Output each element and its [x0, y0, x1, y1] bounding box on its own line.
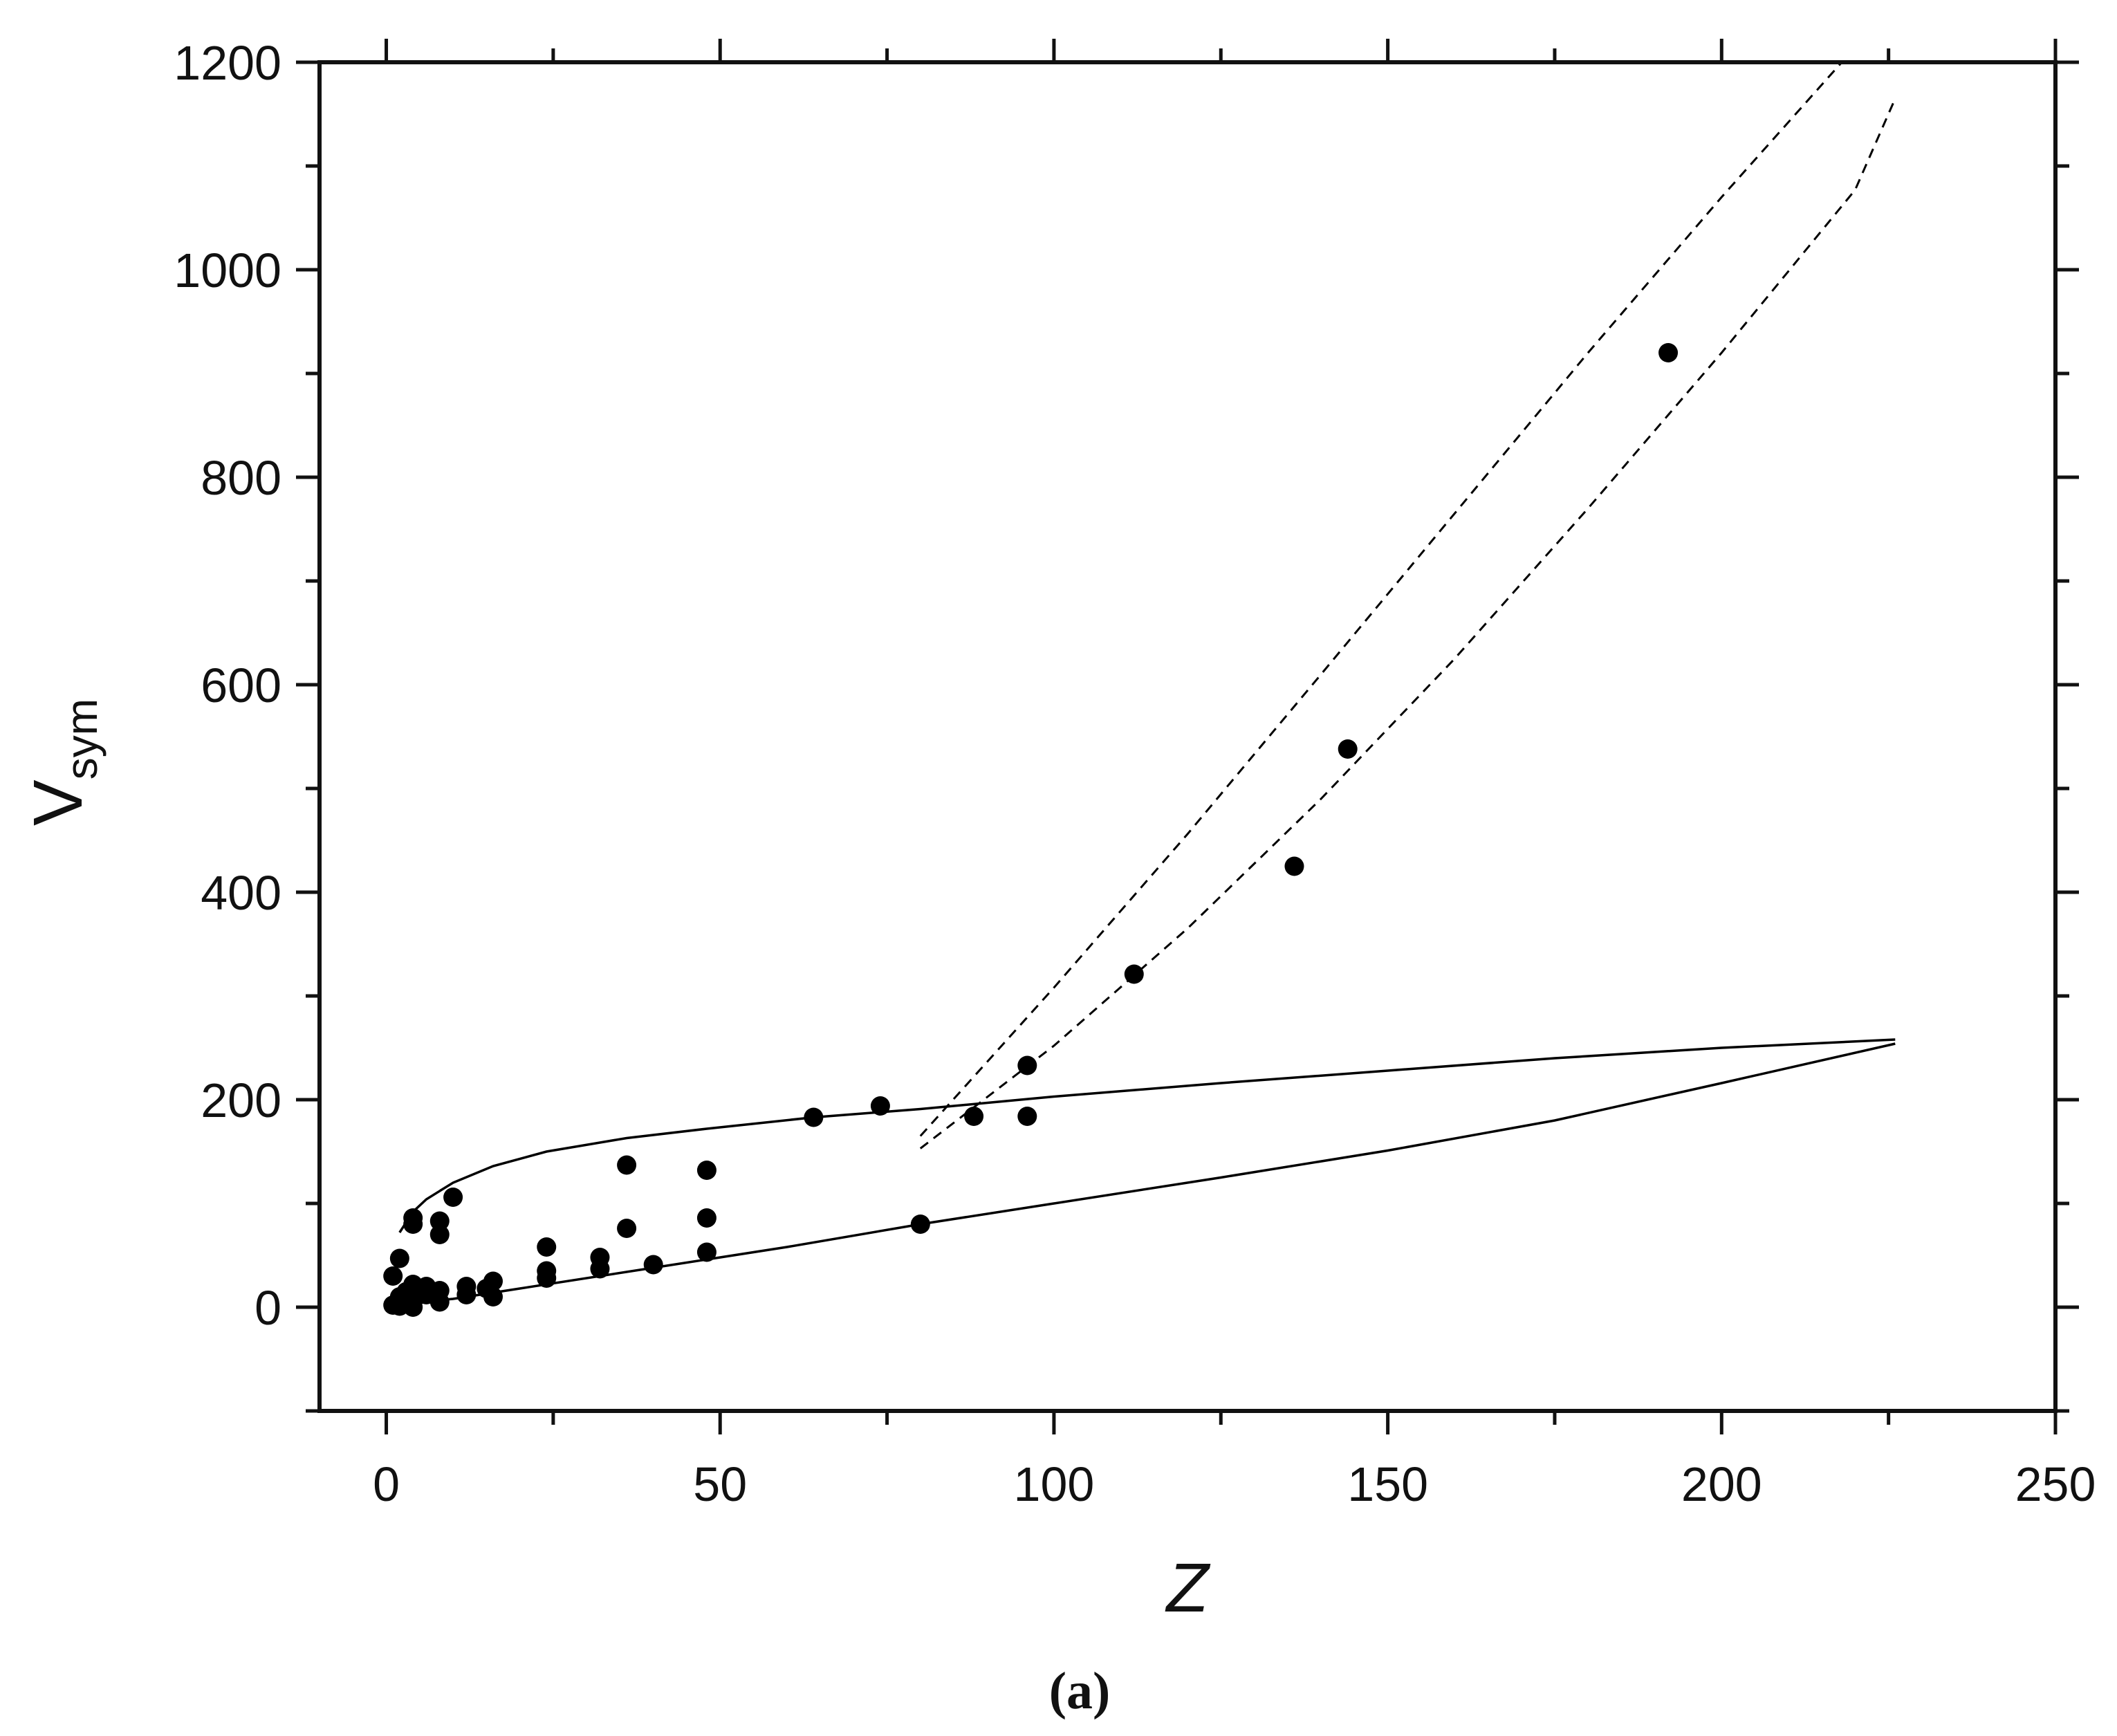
y-tick-label: 200 [201, 1073, 281, 1127]
y-tick-label: 400 [201, 866, 281, 920]
data-point [429, 1225, 450, 1244]
data-point [1658, 343, 1679, 362]
data-point [696, 1242, 717, 1262]
y-axis-title-main: V [19, 779, 97, 826]
x-tick-label: 150 [1347, 1457, 1428, 1511]
data-point [643, 1255, 663, 1275]
data-points [383, 343, 1679, 1317]
data-point [537, 1237, 557, 1257]
data-point [1338, 739, 1358, 759]
data-point [443, 1188, 463, 1207]
x-tick-label: 100 [1014, 1457, 1095, 1511]
y-axis-title: Vsym [19, 699, 107, 826]
data-point [483, 1287, 503, 1306]
data-point [964, 1107, 984, 1126]
plot-frame [317, 60, 2058, 1413]
data-point [1017, 1055, 1037, 1075]
y-tick-labels: 0 200 400 600 800 1000 1200 [174, 36, 281, 1335]
fitted-curves [393, 62, 1896, 1306]
data-point [617, 1155, 637, 1175]
data-point [389, 1248, 409, 1268]
x-tick-labels: 0 50 100 150 200 250 [373, 1457, 2096, 1511]
y-tick-label: 600 [201, 658, 281, 712]
data-point [804, 1107, 824, 1127]
x-tick-label: 250 [2015, 1457, 2096, 1511]
envelope-curve [398, 1038, 1896, 1233]
y-tick-label: 0 [255, 1281, 281, 1335]
svg-text:Vsym: Vsym [19, 699, 107, 826]
data-point [483, 1271, 503, 1291]
y-tick-label: 1000 [174, 243, 281, 297]
y-tick-label: 1200 [174, 36, 281, 90]
data-point [590, 1248, 610, 1267]
data-point [696, 1161, 717, 1180]
dashed-fit-line [919, 62, 1843, 1137]
panel-label: (a) [1049, 1662, 1111, 1720]
data-point [1017, 1107, 1037, 1126]
x-tick-label: 50 [693, 1457, 747, 1511]
dashed-fit-line [919, 98, 1896, 1149]
data-point [1124, 964, 1144, 984]
data-point [403, 1208, 423, 1228]
data-point [1284, 856, 1304, 876]
x-tick-label: 0 [373, 1457, 400, 1511]
data-point [383, 1266, 403, 1286]
data-point [456, 1277, 477, 1296]
data-point [696, 1208, 717, 1228]
x-tick-label: 200 [1681, 1457, 1762, 1511]
data-point [429, 1211, 450, 1231]
envelope-curve [393, 1042, 1896, 1306]
data-point [617, 1219, 637, 1238]
y-axis-title-subscript: sym [57, 699, 107, 779]
axis-ticks [296, 39, 2079, 1434]
data-point [429, 1281, 450, 1300]
y-tick-label: 800 [201, 451, 281, 505]
x-axis-title: Z [1165, 1549, 1210, 1627]
data-point [870, 1096, 890, 1116]
data-point [537, 1261, 557, 1281]
data-point [910, 1215, 930, 1234]
